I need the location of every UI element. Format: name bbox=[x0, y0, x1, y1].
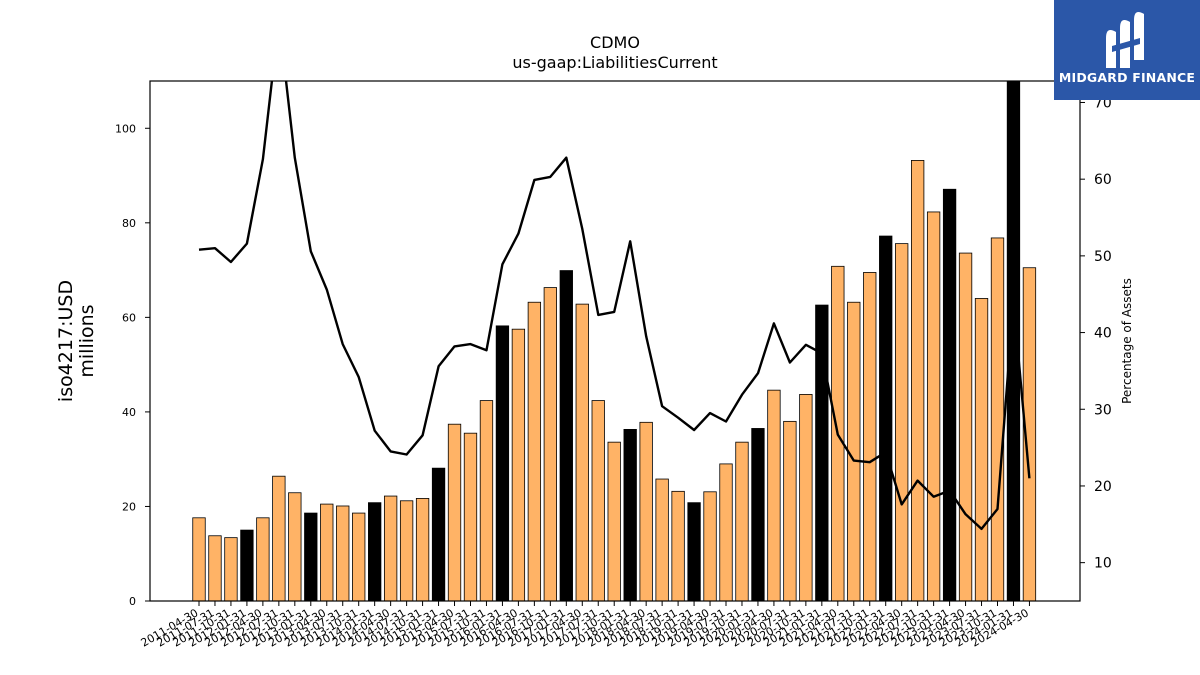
bar bbox=[591, 400, 605, 601]
bar bbox=[479, 400, 494, 601]
bar bbox=[735, 441, 749, 601]
bar bbox=[192, 517, 206, 601]
bar bbox=[942, 188, 957, 601]
bar bbox=[256, 517, 270, 601]
bar bbox=[415, 498, 430, 601]
bar bbox=[431, 467, 446, 601]
bar bbox=[958, 252, 973, 601]
bar bbox=[288, 492, 302, 601]
bar bbox=[527, 301, 542, 601]
bar bbox=[926, 211, 941, 601]
bar bbox=[1022, 267, 1037, 601]
bar bbox=[272, 475, 286, 601]
bar bbox=[990, 237, 1005, 601]
bar bbox=[1006, 81, 1021, 601]
y-tick-label: 40 bbox=[122, 406, 136, 419]
bar bbox=[863, 272, 877, 601]
bar bbox=[639, 421, 653, 601]
y2-tick-label: 50 bbox=[1094, 249, 1112, 265]
bars bbox=[192, 81, 1037, 601]
y2-axis-label: Percentage of Assets bbox=[1120, 278, 1134, 404]
bar bbox=[224, 537, 238, 601]
y2-tick-label: 40 bbox=[1094, 326, 1112, 342]
bar bbox=[767, 389, 781, 601]
y-tick-label: 80 bbox=[122, 217, 136, 230]
bar bbox=[352, 512, 366, 601]
bar bbox=[655, 478, 669, 601]
chart-title: CDMO bbox=[590, 33, 640, 52]
bar bbox=[607, 441, 621, 601]
bar bbox=[879, 235, 893, 601]
y-tick-label: 20 bbox=[122, 500, 136, 513]
bar bbox=[383, 495, 398, 601]
bar bbox=[719, 463, 733, 601]
bar bbox=[783, 420, 797, 601]
axes: 020406080100102030405060702011-04-302011… bbox=[115, 80, 1112, 650]
y2-tick-label: 20 bbox=[1094, 479, 1112, 495]
bar bbox=[320, 503, 334, 601]
y2-tick-label: 30 bbox=[1094, 402, 1112, 418]
brand-logo: MIDGARD FINANCE bbox=[1054, 0, 1200, 100]
y2-tick-label: 60 bbox=[1094, 172, 1112, 188]
y-axis-label: iso4217:USD millions bbox=[55, 280, 98, 402]
bar bbox=[799, 394, 813, 601]
bar bbox=[399, 500, 414, 601]
y-tick-label: 100 bbox=[115, 122, 136, 135]
bar bbox=[208, 535, 222, 601]
y-tick-label: 0 bbox=[129, 595, 136, 608]
bar bbox=[304, 512, 318, 601]
bar bbox=[463, 432, 478, 601]
y-axis-label-line: iso4217:USD bbox=[55, 280, 77, 402]
bar bbox=[543, 287, 557, 601]
brand-mark-icon bbox=[1106, 12, 1144, 68]
bar bbox=[703, 491, 717, 601]
chart-subtitle: us-gaap:LiabilitiesCurrent bbox=[512, 53, 717, 72]
bar bbox=[687, 502, 701, 601]
bar bbox=[559, 270, 573, 601]
bar bbox=[240, 529, 254, 601]
line-series bbox=[198, 81, 1031, 531]
bar bbox=[447, 423, 462, 601]
bar bbox=[336, 505, 350, 601]
line-path bbox=[198, 81, 1031, 531]
bar bbox=[368, 502, 382, 601]
bar bbox=[974, 298, 989, 601]
y-tick-label: 60 bbox=[122, 311, 136, 324]
bar bbox=[511, 328, 526, 601]
bar bbox=[671, 490, 685, 601]
bar bbox=[623, 428, 637, 601]
brand-name: MIDGARD FINANCE bbox=[1058, 70, 1196, 85]
bar bbox=[495, 325, 510, 601]
bar bbox=[895, 243, 909, 601]
y2-tick-label: 10 bbox=[1094, 556, 1112, 572]
bar bbox=[751, 428, 765, 601]
plot-frame bbox=[149, 80, 1081, 602]
bar bbox=[575, 303, 589, 601]
y-axis-label-line: millions bbox=[76, 304, 98, 377]
bar bbox=[911, 160, 925, 601]
bar bbox=[815, 304, 829, 601]
